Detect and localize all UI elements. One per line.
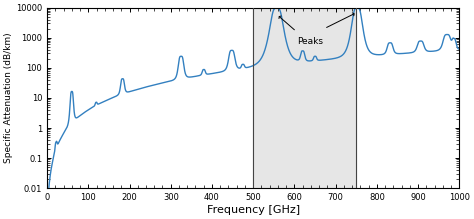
X-axis label: Frequency [GHz]: Frequency [GHz]	[207, 205, 300, 215]
Y-axis label: Specific Attenuation (dB/km): Specific Attenuation (dB/km)	[4, 33, 13, 163]
Text: Peaks: Peaks	[297, 37, 323, 46]
Bar	[253, 8, 356, 188]
